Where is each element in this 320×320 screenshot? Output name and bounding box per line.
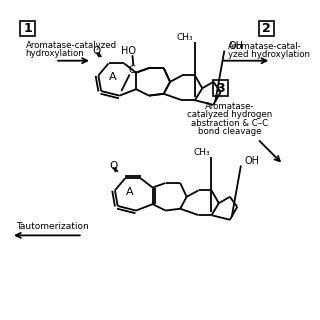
Text: CH₃: CH₃ (176, 33, 193, 42)
Text: C: C (128, 65, 135, 75)
Text: OH: OH (244, 156, 260, 166)
Text: yzed hydroxylation: yzed hydroxylation (228, 50, 310, 59)
Text: 2: 2 (262, 22, 271, 35)
Text: O: O (92, 46, 101, 57)
Text: catalyzed hydrogen: catalyzed hydrogen (187, 110, 273, 119)
FancyBboxPatch shape (213, 80, 228, 96)
FancyBboxPatch shape (20, 21, 36, 36)
Text: CH₃: CH₃ (193, 148, 210, 157)
Text: Tautomerization: Tautomerization (16, 222, 89, 231)
FancyBboxPatch shape (259, 21, 275, 36)
Text: abstraction & C–C: abstraction & C–C (191, 119, 268, 128)
Text: 1: 1 (23, 22, 32, 35)
Text: HO: HO (121, 46, 136, 57)
Text: Aromatase-catal-: Aromatase-catal- (228, 43, 302, 52)
Text: Aromatase-catalyzed: Aromatase-catalyzed (26, 42, 117, 51)
Text: Aromatase-: Aromatase- (205, 102, 255, 111)
Text: bond cleavage: bond cleavage (198, 127, 262, 136)
Text: O: O (109, 161, 117, 172)
Text: OH: OH (228, 41, 243, 51)
Text: 3: 3 (216, 82, 225, 95)
Text: A: A (109, 72, 117, 82)
Text: hydroxylation: hydroxylation (26, 49, 84, 58)
Text: A: A (126, 187, 133, 197)
